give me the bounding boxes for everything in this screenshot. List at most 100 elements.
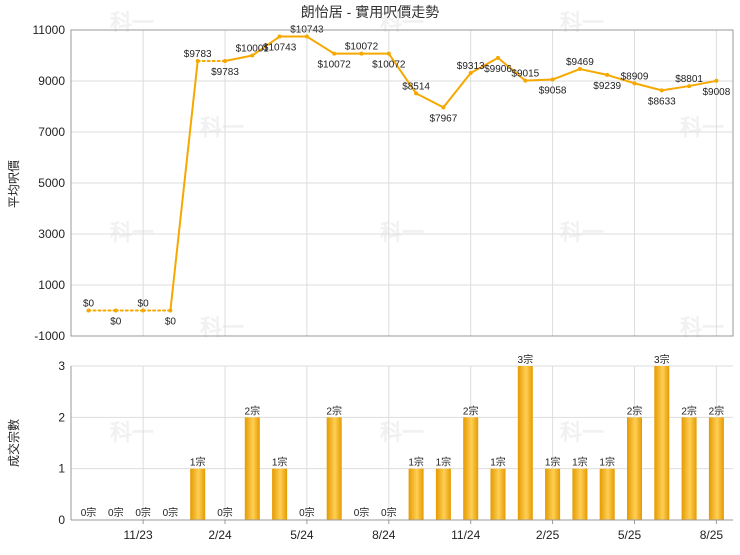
- x-tick-label: 5/24: [290, 528, 314, 542]
- x-tick-label: 11/24: [451, 528, 480, 542]
- price-point: [659, 88, 664, 93]
- price-data-label: $7967: [429, 113, 457, 124]
- chart-title: 朗怡居 - 實用呎價走勢: [301, 4, 439, 20]
- price-point: [304, 34, 309, 39]
- price-point: [250, 53, 255, 58]
- price-data-label: $0: [165, 317, 177, 328]
- x-tick-label: 8/25: [700, 528, 724, 542]
- price-data-label: $0: [138, 299, 150, 310]
- volume-data-label: 0宗: [354, 506, 370, 519]
- price-line-segment: [169, 60, 199, 312]
- volume-data-label: 2宗: [709, 404, 725, 417]
- price-line-segment: [551, 68, 581, 81]
- price-data-label: $10743: [263, 43, 297, 54]
- price-point: [195, 59, 200, 64]
- volume-data-label: 0宗: [108, 506, 124, 519]
- price-line-segment: [442, 72, 472, 109]
- price-line-segment: [497, 56, 527, 82]
- price-point: [577, 67, 582, 72]
- y-tick-label: 11000: [33, 23, 66, 37]
- y-tick-label: 5000: [38, 176, 65, 190]
- watermark-text: 科一: [560, 10, 604, 35]
- price-data-label: $9058: [539, 86, 567, 97]
- volume-bar: [599, 468, 615, 520]
- watermark-text: 科一: [380, 10, 424, 35]
- volume-bar: [435, 468, 451, 520]
- price-data-label: $0: [83, 299, 95, 310]
- price-line-segment: [688, 79, 718, 88]
- price-data-label: $9783: [211, 67, 239, 78]
- y-tick-label: 3000: [38, 227, 65, 241]
- price-line-segment: [387, 52, 418, 95]
- price-point: [714, 78, 719, 83]
- watermark-text: 科一: [110, 220, 154, 245]
- price-data-label: $10072: [372, 60, 406, 71]
- y-tick-label: 9000: [38, 74, 65, 88]
- x-tick-label: 2/25: [536, 528, 560, 542]
- volume-data-label: 1宗: [408, 456, 424, 469]
- volume-data-label: 2宗: [245, 404, 261, 417]
- volume-data-label: 3宗: [654, 353, 670, 366]
- volume-bar: [627, 417, 642, 520]
- price-data-label: $10072: [318, 60, 352, 71]
- price-data-label: $8909: [621, 71, 649, 82]
- volume-data-label: 0宗: [299, 506, 315, 519]
- volume-data-label: 2宗: [681, 404, 697, 417]
- volume-data-label: 1宗: [572, 456, 588, 469]
- price-data-label: $9469: [566, 57, 594, 68]
- price-line-segment: [305, 35, 336, 55]
- price-data-label: $9015: [511, 69, 539, 80]
- data-labels: 0宗 0宗 0宗 0宗 1宗 0宗 2宗 1宗 0宗 2宗 0宗 0宗 1宗 1宗 2宗 1宗 3宗 1宗 1宗 1宗…: [81, 25, 731, 519]
- x-tick-label: 5/25: [618, 528, 642, 542]
- volume-data-label: 2宗: [463, 404, 479, 417]
- price-line-series: [86, 34, 719, 313]
- price-data-label: $8801: [675, 74, 703, 85]
- volume-bar: [272, 468, 288, 520]
- price-point: [386, 51, 391, 56]
- volume-bar: [490, 468, 506, 520]
- watermark-text: 科一: [560, 220, 604, 245]
- price-point: [496, 55, 500, 60]
- watermark-text: 科一: [560, 420, 604, 445]
- price-point: [141, 308, 146, 313]
- price-data-label: $9783: [184, 49, 212, 60]
- price-line-segment: [524, 78, 554, 82]
- watermark-text: 科一: [110, 10, 154, 35]
- price-line-segment: [415, 92, 445, 109]
- watermark-text: 科一: [200, 115, 244, 140]
- price-point: [550, 77, 555, 82]
- price-line-segment: [251, 35, 281, 57]
- price-point: [86, 308, 91, 313]
- volume-data-label: 2宗: [326, 404, 342, 417]
- price-data-label: $9008: [702, 87, 730, 98]
- volume-data-label: 0宗: [81, 506, 97, 519]
- axes: -1000 1000 3000 5000 7000 9000 11000 0 1 2 3 11/23 2…: [33, 23, 734, 542]
- price-point: [332, 51, 337, 56]
- watermark-text: 科一: [380, 420, 424, 445]
- volume-bar: [681, 417, 697, 520]
- price-line-segment: [224, 54, 254, 63]
- y-tick-label: 3: [58, 359, 65, 373]
- price-point: [113, 308, 118, 313]
- price-data-label: $10072: [345, 42, 379, 53]
- volume-bar: [572, 468, 588, 520]
- x-tick-label: 8/24: [372, 528, 396, 542]
- price-line-segment: [469, 56, 499, 75]
- price-point: [277, 34, 282, 39]
- y-tick-label: -1000: [34, 329, 65, 343]
- price-point: [605, 72, 610, 77]
- volume-data-label: 1宗: [490, 456, 506, 469]
- volume-data-label: 3宗: [518, 353, 534, 366]
- volume-bar: [517, 366, 533, 520]
- volume-bar: [708, 417, 724, 520]
- volume-bar: [190, 468, 206, 520]
- volume-data-label: 1宗: [599, 456, 615, 469]
- y-tick-label: 1: [58, 462, 65, 476]
- watermark-text: 科一: [680, 115, 724, 140]
- y-tick-label: 7000: [38, 125, 65, 139]
- price-point: [632, 81, 637, 86]
- price-plot-frame: [70, 29, 734, 337]
